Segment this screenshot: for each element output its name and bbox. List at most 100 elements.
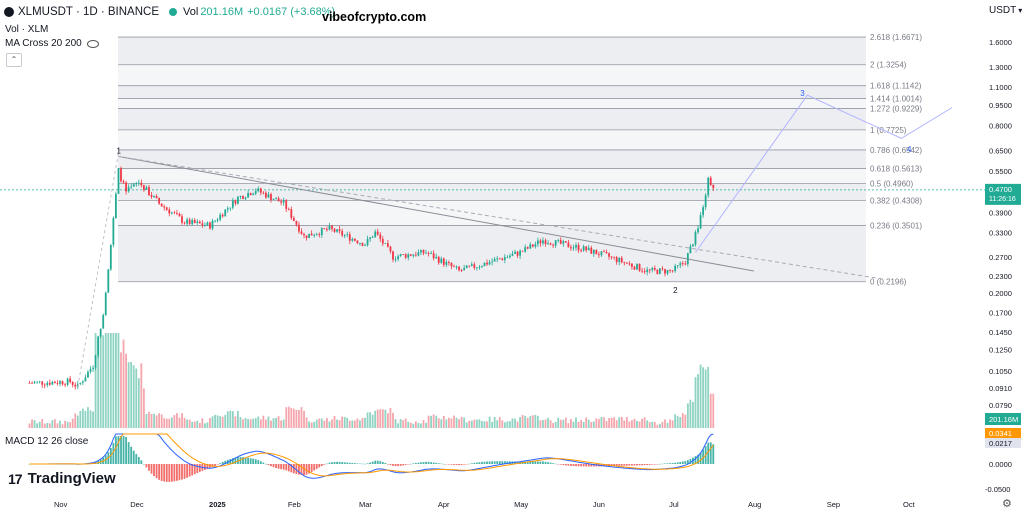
macd-histogram-bar: [229, 458, 232, 464]
volume-bar: [417, 423, 420, 428]
macd-histogram-bar: [389, 464, 392, 465]
volume-bar: [534, 414, 537, 428]
volume-bar: [315, 419, 318, 428]
macd-histogram-bar: [249, 458, 252, 464]
candle-body: [570, 247, 572, 249]
volume-bar: [272, 418, 275, 428]
candle-body: [361, 242, 364, 246]
volume-bar: [437, 418, 440, 428]
price-tick-label: 0.0910: [989, 384, 1012, 393]
candle-body: [135, 183, 138, 185]
candle-body: [257, 188, 260, 192]
candle-body: [473, 264, 476, 268]
tradingview-brand: TradingView: [27, 470, 116, 487]
candle-body: [496, 258, 499, 260]
candle-body: [211, 220, 214, 229]
volume-bar: [692, 401, 694, 428]
volume-bar: [33, 420, 36, 428]
volume-bar: [618, 417, 621, 428]
macd-histogram-bar: [219, 463, 222, 464]
volume-bar: [582, 421, 585, 428]
price-tick-label: 0.6500: [989, 147, 1012, 156]
macd-histogram-bar: [442, 463, 445, 465]
volume-bar: [384, 409, 387, 428]
indicator-ma-legend[interactable]: MA Cross 20 200: [5, 38, 99, 49]
price-tick-label: 0.1050: [989, 367, 1012, 376]
macd-histogram-bar: [450, 464, 453, 465]
price-change: +0.0167 (+3.68%): [247, 6, 336, 18]
volume-bar: [209, 418, 211, 428]
candle-body: [590, 247, 593, 254]
macd-histogram-bar: [575, 464, 577, 467]
macd-histogram-bar: [534, 461, 537, 464]
symbol-header[interactable]: XLMUSDT · 1D · BINANCE Vol 201.16M +0.01…: [4, 4, 335, 20]
macd-histogram-bar: [686, 460, 689, 464]
volume-bar: [587, 419, 590, 428]
macd-histogram-bar: [549, 462, 552, 464]
volume-bar: [697, 374, 699, 428]
macd-histogram-bar: [214, 464, 216, 466]
currency-selector[interactable]: USDT ▾: [989, 5, 1022, 16]
volume-bar: [155, 415, 158, 428]
candle-body: [168, 209, 171, 214]
macd-legend[interactable]: MACD 12 26 close: [5, 436, 89, 447]
macd-histogram-bar: [366, 463, 369, 464]
candle-body: [402, 254, 405, 255]
volume-bar: [313, 421, 316, 428]
tradingview-logo[interactable]: 17 TradingView: [8, 470, 116, 487]
candle-body: [226, 208, 229, 210]
volume-bar: [636, 420, 638, 428]
macd-histogram-bar: [359, 463, 361, 465]
candle-body: [376, 231, 379, 235]
indicator-volume-legend[interactable]: Vol · XLM: [5, 24, 49, 35]
macd-histogram-bar: [547, 462, 549, 464]
candle-body: [87, 371, 89, 378]
symbol-title[interactable]: XLMUSDT · 1D · BINANCE: [18, 6, 160, 18]
hide-eye-icon[interactable]: [86, 39, 99, 48]
volume-bar: [237, 410, 239, 428]
macd-histogram-bar: [326, 463, 328, 465]
macd-histogram-bar: [475, 462, 478, 464]
macd-histogram-bar: [216, 464, 219, 465]
candle-body: [351, 238, 354, 241]
macd-histogram-bar: [478, 462, 481, 464]
macd-histogram-bar: [369, 462, 372, 464]
collapse-legend-button[interactable]: ⌃: [6, 53, 22, 67]
candle-body: [264, 192, 267, 198]
macd-histogram-bar: [448, 464, 450, 465]
macd-histogram-bar: [425, 461, 427, 464]
candle-body: [653, 267, 656, 270]
settings-gear-icon[interactable]: ⚙: [1002, 498, 1012, 510]
volume-bar: [84, 410, 87, 428]
volume-bar: [623, 420, 626, 428]
volume-bar: [420, 423, 422, 428]
candle-body: [712, 184, 715, 189]
volume-bar: [648, 422, 651, 428]
price-tick-label: 0.9500: [989, 101, 1012, 110]
candle-body: [150, 195, 153, 197]
macd-histogram-bar: [585, 464, 588, 467]
candle-body: [460, 270, 463, 271]
volume-bar: [148, 411, 150, 428]
symbol-logo-icon: [4, 7, 14, 17]
candle-body: [516, 251, 519, 256]
macd-histogram-bar: [328, 462, 331, 464]
volume-bar: [392, 412, 394, 428]
volume-bar: [676, 416, 679, 428]
macd-histogram-bar: [203, 464, 206, 470]
candle-body: [567, 242, 570, 248]
volume-bar: [277, 416, 280, 428]
candle-body: [155, 195, 158, 199]
volume-bar: [509, 421, 511, 428]
candle-body: [348, 234, 351, 241]
candle-body: [48, 382, 51, 385]
volume-bar: [158, 413, 161, 428]
time-tick-label: Mar: [359, 500, 372, 509]
macd-histogram-bar: [435, 462, 438, 464]
volume-bar: [38, 421, 41, 428]
volume-bar: [653, 421, 656, 428]
macd-signal-label: 0.0217: [989, 439, 1012, 448]
candle-body: [557, 240, 560, 241]
macd-histogram-bar: [272, 464, 275, 468]
